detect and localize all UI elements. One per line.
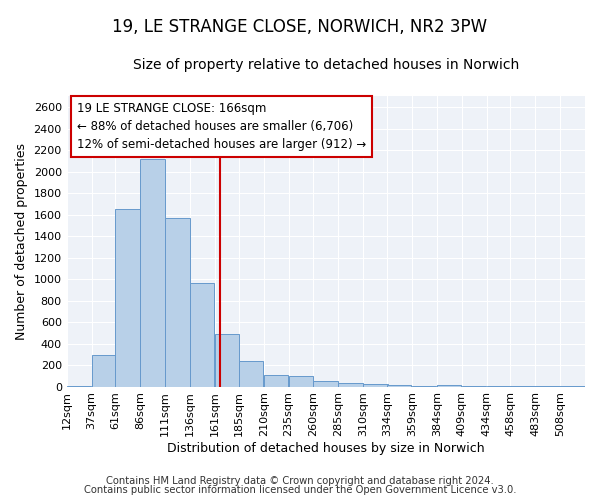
Text: Contains public sector information licensed under the Open Government Licence v3: Contains public sector information licen… [84,485,516,495]
Bar [338,384,362,386]
Bar [115,209,140,386]
Bar [165,218,190,386]
Text: Contains HM Land Registry data © Crown copyright and database right 2024.: Contains HM Land Registry data © Crown c… [106,476,494,486]
Text: 19 LE STRANGE CLOSE: 166sqm
← 88% of detached houses are smaller (6,706)
12% of : 19 LE STRANGE CLOSE: 166sqm ← 88% of det… [77,102,366,151]
Y-axis label: Number of detached properties: Number of detached properties [15,143,28,340]
Bar [239,361,263,386]
Bar [190,284,214,387]
Bar [140,158,164,386]
Bar [363,384,388,386]
Title: Size of property relative to detached houses in Norwich: Size of property relative to detached ho… [133,58,519,71]
Bar [313,381,338,386]
X-axis label: Distribution of detached houses by size in Norwich: Distribution of detached houses by size … [167,442,485,455]
Bar [387,385,412,386]
Text: 19, LE STRANGE CLOSE, NORWICH, NR2 3PW: 19, LE STRANGE CLOSE, NORWICH, NR2 3PW [112,18,488,36]
Bar [263,375,288,386]
Bar [289,376,313,386]
Bar [437,385,461,386]
Bar [92,356,116,386]
Bar [215,334,239,386]
